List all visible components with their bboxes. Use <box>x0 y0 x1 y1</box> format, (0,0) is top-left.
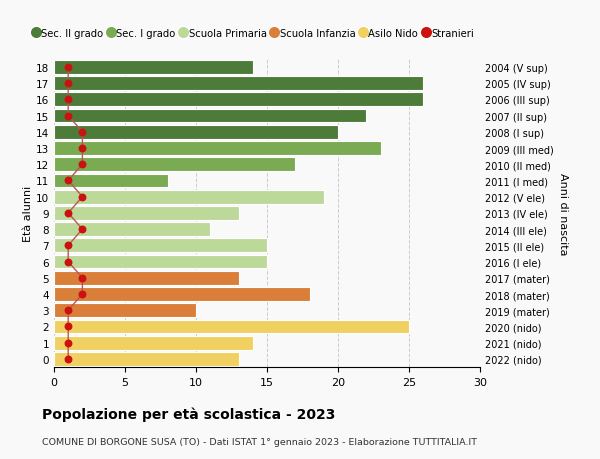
Point <box>64 323 73 330</box>
Y-axis label: Età alunni: Età alunni <box>23 185 33 241</box>
Text: COMUNE DI BORGONE SUSA (TO) - Dati ISTAT 1° gennaio 2023 - Elaborazione TUTTITAL: COMUNE DI BORGONE SUSA (TO) - Dati ISTAT… <box>42 437 477 446</box>
Point <box>77 145 87 152</box>
Point <box>77 274 87 282</box>
Bar <box>54 320 409 334</box>
Bar <box>54 61 253 75</box>
Point <box>64 339 73 347</box>
Bar <box>54 352 239 366</box>
Bar <box>54 158 295 172</box>
Point <box>64 112 73 120</box>
Bar <box>54 126 338 140</box>
Point <box>64 307 73 314</box>
Bar <box>54 304 196 318</box>
Text: Popolazione per età scolastica - 2023: Popolazione per età scolastica - 2023 <box>42 406 335 421</box>
Point <box>64 355 73 363</box>
Bar <box>54 77 423 91</box>
Point <box>64 210 73 217</box>
Bar <box>54 93 423 107</box>
Bar <box>54 207 239 220</box>
Bar <box>54 255 267 269</box>
Bar <box>54 239 267 253</box>
Bar <box>54 336 253 350</box>
Legend: Sec. II grado, Sec. I grado, Scuola Primaria, Scuola Infanzia, Asilo Nido, Stran: Sec. II grado, Sec. I grado, Scuola Prim… <box>29 25 478 43</box>
Bar <box>54 190 324 204</box>
Bar <box>54 271 239 285</box>
Bar <box>54 223 210 236</box>
Point <box>64 96 73 104</box>
Bar <box>54 174 167 188</box>
Point <box>77 194 87 201</box>
Point <box>64 177 73 185</box>
Bar <box>54 109 367 123</box>
Point <box>77 161 87 168</box>
Point <box>64 242 73 250</box>
Point <box>64 80 73 88</box>
Point <box>77 291 87 298</box>
Point <box>64 258 73 266</box>
Bar <box>54 142 380 156</box>
Point <box>64 64 73 72</box>
Y-axis label: Anni di nascita: Anni di nascita <box>557 172 568 255</box>
Point <box>77 226 87 233</box>
Point <box>77 129 87 136</box>
Bar <box>54 287 310 301</box>
